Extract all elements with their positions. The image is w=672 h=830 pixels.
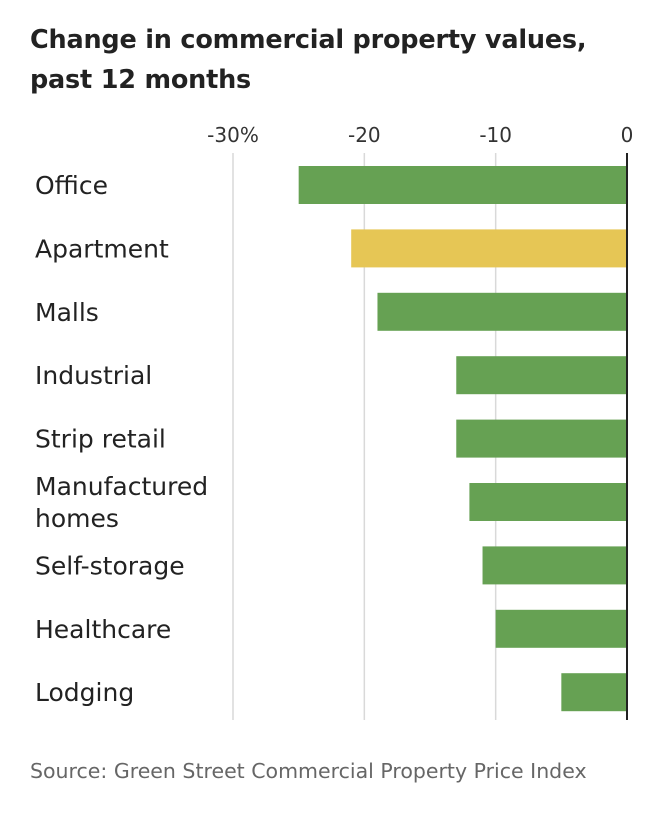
bars (298, 153, 628, 720)
category-label: Industrial (35, 361, 152, 390)
x-tick-label: 0 (621, 123, 634, 147)
category-label: Strip retail (35, 425, 166, 454)
bar (377, 292, 627, 331)
chart-title: Change in commercial property values, pa… (30, 25, 587, 95)
category-label: Self-storage (35, 551, 185, 580)
x-tick-label: -10 (479, 123, 512, 147)
bar (456, 419, 627, 458)
category-label: Malls (35, 298, 99, 327)
category-label: Manufactured homes (35, 472, 208, 533)
source-note: Source: Green Street Commercial Property… (30, 759, 587, 783)
category-labels: Office Apartment Malls Industrial Strip reta… (35, 171, 208, 707)
bar (469, 483, 627, 521)
x-tick-label: -20 (348, 123, 381, 147)
x-tick-label: -30% (207, 123, 259, 147)
bar (561, 673, 627, 712)
category-label: Healthcare (35, 615, 171, 644)
category-label: Apartment (35, 234, 169, 263)
category-label: Office (35, 171, 108, 200)
bar-chart: -30% -20 -10 0 Office Apartment Malls Industri… (35, 123, 633, 720)
x-axis-ticks: -30% -20 -10 0 (207, 123, 633, 147)
bar (482, 546, 627, 585)
bar (298, 166, 627, 204)
bar (456, 356, 627, 395)
category-label: Lodging (35, 678, 134, 707)
bar (351, 229, 627, 268)
bar (495, 609, 627, 648)
